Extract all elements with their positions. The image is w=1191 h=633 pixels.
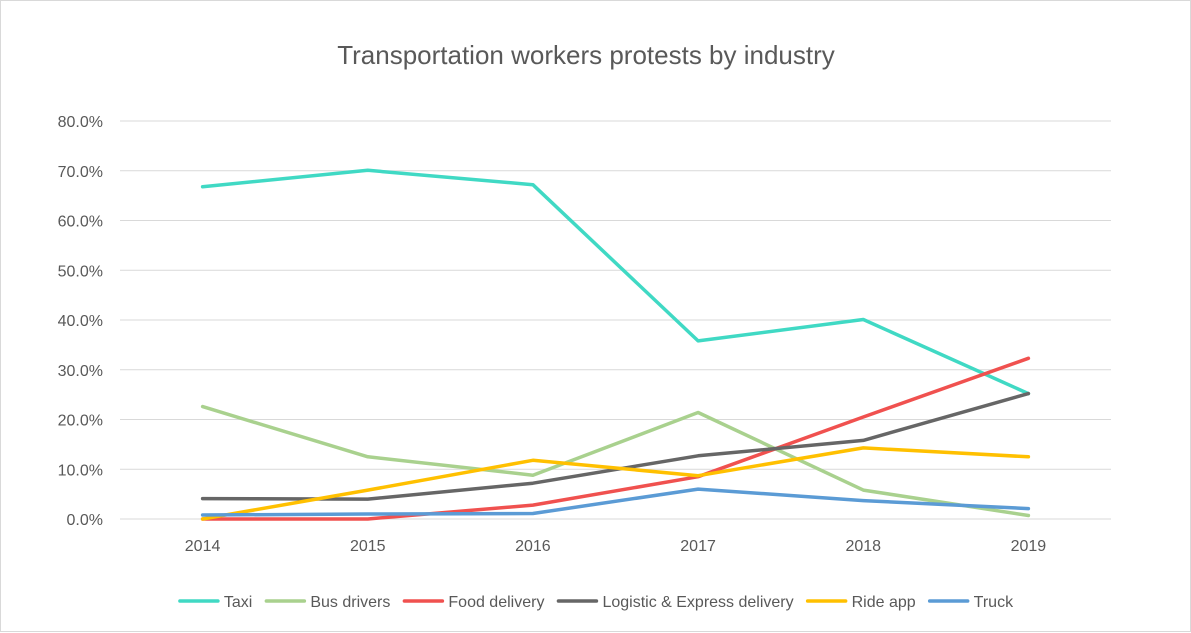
legend-label: Truck — [974, 594, 1014, 611]
x-tick-label: 2017 — [680, 538, 716, 555]
series-line-food-delivery — [200, 356, 1031, 521]
legend-item: Ride app — [805, 594, 916, 611]
series-lines — [200, 168, 1031, 521]
y-tick-label: 50.0% — [58, 263, 103, 280]
legend-label: Ride app — [852, 594, 916, 611]
x-tick-label: 2016 — [515, 538, 551, 555]
legend-item: Taxi — [178, 594, 252, 611]
x-axis: 2014 2015 2016 2017 2018 2019 — [185, 538, 1047, 555]
y-tick-label: 40.0% — [58, 313, 103, 330]
y-tick-label: 30.0% — [58, 363, 103, 380]
y-tick-label: 0.0% — [67, 512, 103, 529]
y-tick-label: 20.0% — [58, 413, 103, 430]
series-line-bus-drivers — [200, 404, 1031, 518]
gridlines — [120, 120, 1111, 520]
legend-item: Truck — [927, 594, 1014, 611]
chart-title: Transportation workers protests by indus… — [337, 40, 835, 70]
series-line-ride-app — [200, 446, 1031, 521]
y-tick-label: 10.0% — [58, 462, 103, 479]
legend-item: Logistic & Express delivery — [556, 594, 794, 611]
legend-label: Taxi — [224, 594, 252, 611]
series-line-taxi — [200, 168, 1031, 396]
legend-label: Food delivery — [448, 594, 544, 611]
y-tick-label: 70.0% — [58, 164, 103, 181]
series-line-truck — [200, 487, 1031, 517]
legend-item: Bus drivers — [264, 594, 390, 611]
x-tick-label: 2015 — [350, 538, 386, 555]
legend-item: Food delivery — [402, 594, 544, 611]
x-tick-label: 2014 — [185, 538, 221, 555]
legend-label: Logistic & Express delivery — [602, 594, 793, 611]
series-line-logistic-express-delivery — [200, 391, 1031, 501]
legend-label: Bus drivers — [310, 594, 390, 611]
y-axis: 0.0% 10.0% 20.0% 30.0% 40.0% 50.0% 60.0% 70.0% 8… — [58, 114, 103, 529]
x-tick-label: 2019 — [1011, 538, 1047, 555]
y-tick-label: 60.0% — [58, 214, 103, 231]
x-tick-label: 2018 — [845, 538, 881, 555]
y-tick-label: 80.0% — [58, 114, 103, 131]
legend: Taxi Bus drivers Food delivery Logistic & E… — [178, 594, 1014, 611]
